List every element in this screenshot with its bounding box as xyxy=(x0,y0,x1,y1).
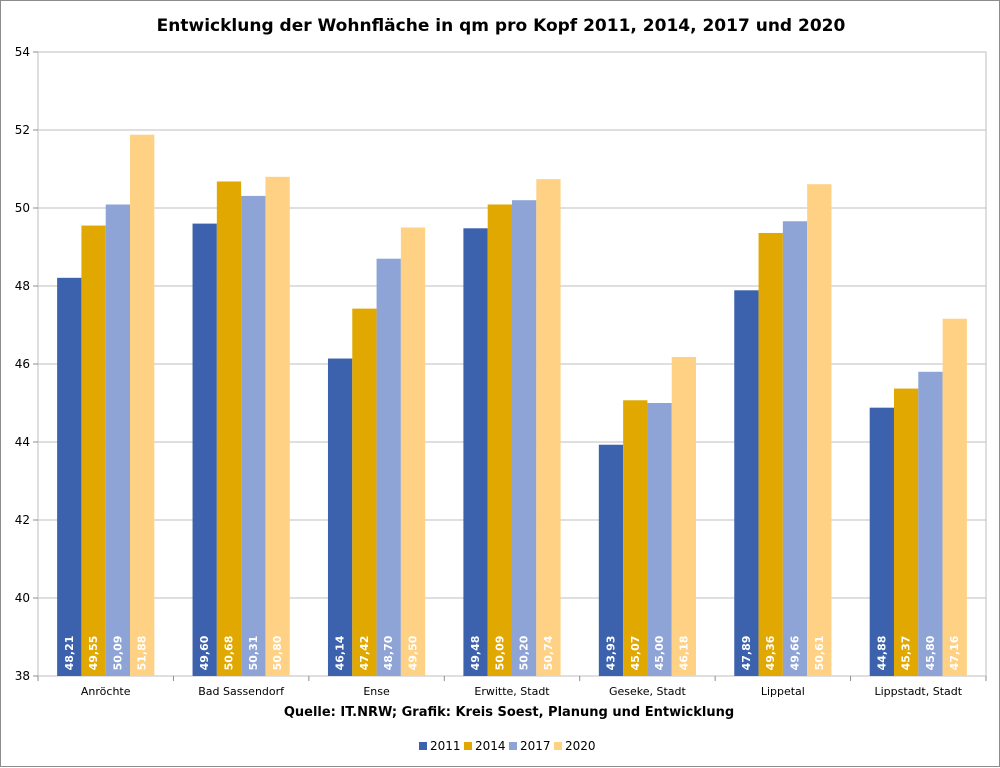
bar xyxy=(807,184,832,676)
chart-title: Entwicklung der Wohnfläche in qm pro Kop… xyxy=(157,16,846,36)
x-axis-ticks: Anröchte Bad Sassendorf Ense Erwitte, Stadt… xyxy=(37,676,987,698)
bar xyxy=(400,227,426,676)
bar xyxy=(758,232,783,676)
data-label: 47,89 xyxy=(740,636,753,671)
chart-source: Quelle: IT.NRW; Grafik: Kreis Soest, Pla… xyxy=(284,705,734,720)
data-label: 45,80 xyxy=(924,635,937,670)
data-label: 45,37 xyxy=(900,636,913,671)
bar xyxy=(352,308,377,676)
bar xyxy=(57,277,82,676)
bar xyxy=(241,195,266,676)
y-tick-label: 44 xyxy=(15,435,30,449)
bar xyxy=(623,400,648,676)
legend-label: 2014 xyxy=(475,739,506,753)
y-tick-label: 54 xyxy=(15,45,30,59)
x-tick-label: Geseke, Stadt xyxy=(609,685,687,698)
x-tick-label: Lippstadt, Stadt xyxy=(875,685,963,698)
data-labels: 48,21 49,55 50,09 51,88 49,60 50,68 50,31 50,80… xyxy=(63,635,961,670)
x-tick-label: Bad Sassendorf xyxy=(198,685,285,698)
data-label: 49,48 xyxy=(469,636,482,671)
bar xyxy=(942,318,967,676)
data-label: 50,80 xyxy=(271,635,284,670)
y-tick-label: 42 xyxy=(15,513,30,527)
data-label: 50,20 xyxy=(518,635,531,670)
data-label: 49,36 xyxy=(764,635,777,670)
data-label: 49,50 xyxy=(407,635,420,670)
y-tick-label: 40 xyxy=(15,591,30,605)
y-tick-label: 52 xyxy=(15,123,30,137)
legend-label: 2020 xyxy=(565,739,596,753)
y-tick-label: 50 xyxy=(15,201,30,215)
bar xyxy=(327,358,353,676)
bar xyxy=(918,371,943,676)
bar xyxy=(734,290,759,676)
bar xyxy=(598,444,624,676)
y-axis-ticks: 38 40 42 44 46 48 50 52 54 xyxy=(15,45,38,683)
bar xyxy=(487,204,512,677)
y-tick-label: 38 xyxy=(15,669,30,683)
data-label: 50,68 xyxy=(222,636,235,671)
y-tick-label: 46 xyxy=(15,357,30,371)
bar xyxy=(265,176,290,677)
data-label: 50,31 xyxy=(247,636,260,671)
bar xyxy=(671,356,697,676)
data-label: 45,07 xyxy=(629,636,642,671)
legend-swatch xyxy=(509,742,517,750)
x-tick-label: Erwitte, Stadt xyxy=(474,685,550,698)
bar xyxy=(647,403,672,676)
data-label: 47,42 xyxy=(358,636,371,671)
data-label: 45,00 xyxy=(653,635,666,670)
bar xyxy=(782,221,808,676)
data-label: 50,61 xyxy=(813,636,826,671)
bars xyxy=(57,134,967,677)
data-label: 44,88 xyxy=(875,636,888,671)
bar xyxy=(216,181,242,677)
bar xyxy=(130,134,155,676)
bar xyxy=(536,179,561,676)
data-label: 51,88 xyxy=(136,636,149,671)
data-label: 50,74 xyxy=(542,635,555,670)
legend-swatch xyxy=(464,742,472,750)
x-tick-label: Ense xyxy=(363,685,390,698)
legend-label: 2011 xyxy=(430,739,461,753)
bar xyxy=(893,388,919,676)
data-label: 49,66 xyxy=(789,635,802,670)
data-label: 48,70 xyxy=(382,635,395,670)
x-tick-label: Anröchte xyxy=(81,685,131,698)
bar xyxy=(463,228,488,676)
data-label: 50,09 xyxy=(493,636,506,671)
data-label: 49,55 xyxy=(87,636,100,671)
bar xyxy=(192,223,217,676)
legend-swatch xyxy=(419,742,427,750)
bar xyxy=(376,258,401,676)
legend: 2011 2014 2017 2020 xyxy=(419,739,596,753)
bar xyxy=(81,225,106,677)
data-label: 46,18 xyxy=(677,636,690,671)
data-label: 50,09 xyxy=(111,636,124,671)
data-label: 49,60 xyxy=(198,635,211,670)
data-label: 47,16 xyxy=(948,635,961,670)
bar xyxy=(512,200,537,676)
y-tick-label: 48 xyxy=(15,279,30,293)
data-label: 48,21 xyxy=(63,636,76,671)
legend-swatch xyxy=(554,742,562,750)
legend-label: 2017 xyxy=(520,739,551,753)
data-label: 46,14 xyxy=(334,635,347,670)
bar xyxy=(105,204,131,677)
data-label: 43,93 xyxy=(604,636,617,671)
bar xyxy=(869,407,894,676)
x-tick-label: Lippetal xyxy=(761,685,805,698)
